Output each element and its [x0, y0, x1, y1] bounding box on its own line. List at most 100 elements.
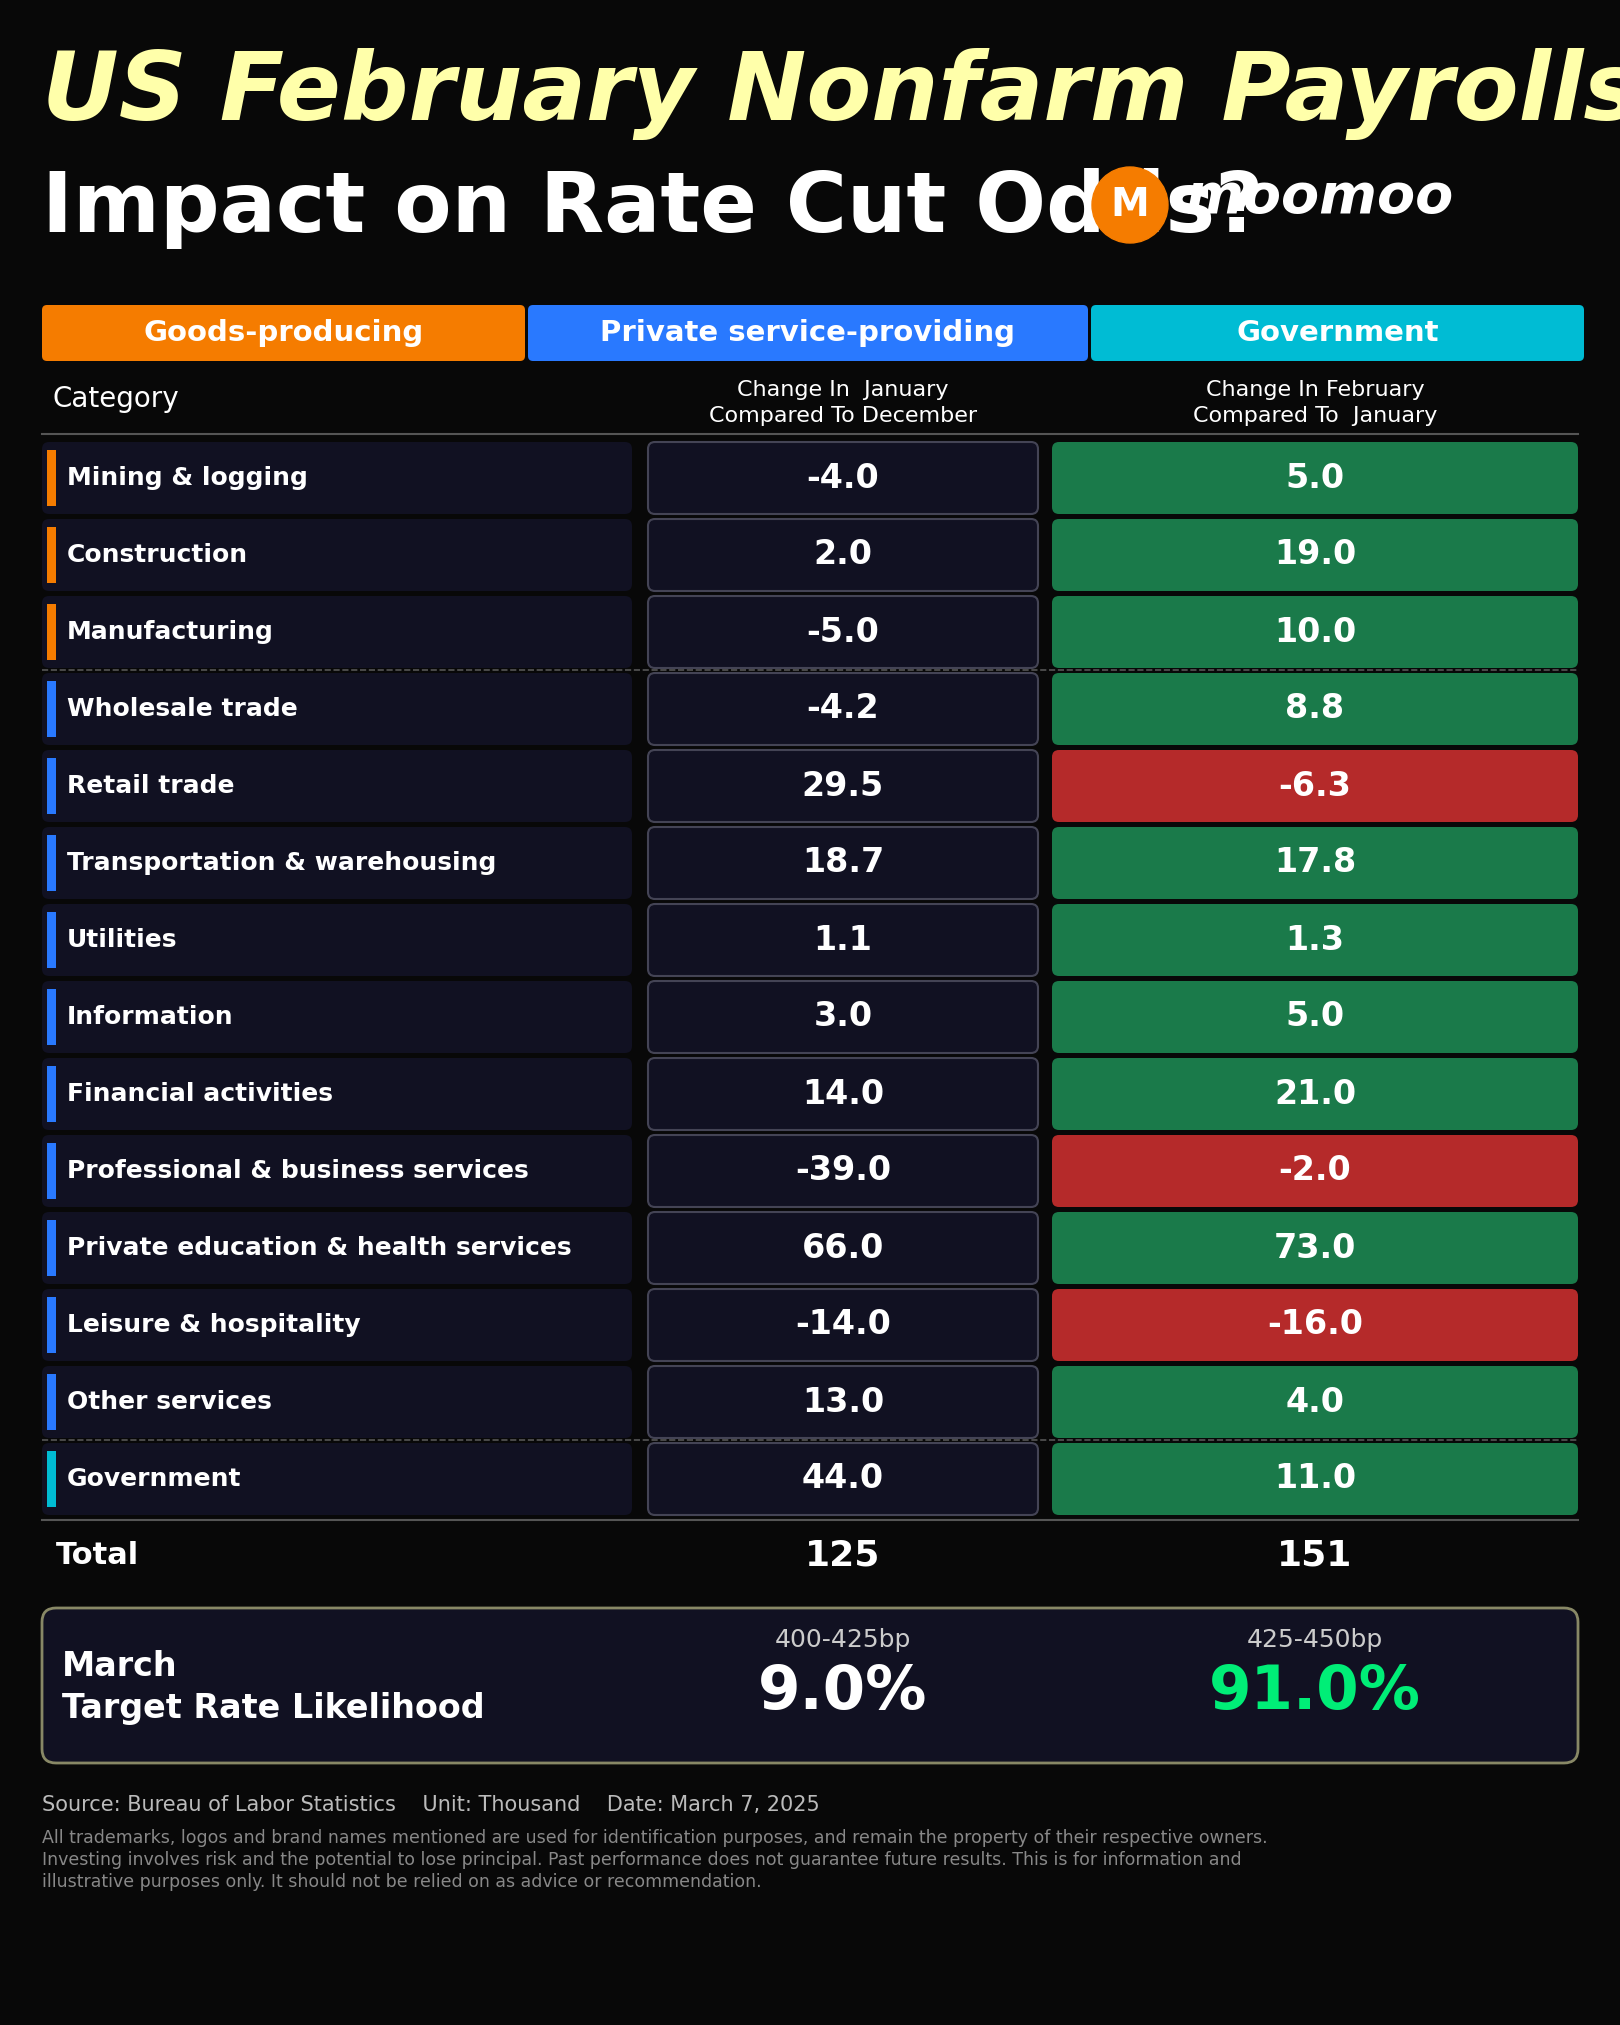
Text: Professional & business services: Professional & business services — [66, 1158, 528, 1183]
Text: 3.0: 3.0 — [813, 1000, 873, 1033]
Text: Goods-producing: Goods-producing — [144, 320, 423, 346]
Text: Transportation & warehousing: Transportation & warehousing — [66, 850, 496, 875]
Text: Wholesale trade: Wholesale trade — [66, 697, 298, 721]
Bar — [47, 757, 57, 814]
FancyBboxPatch shape — [648, 1444, 1038, 1515]
Text: 1.3: 1.3 — [1286, 923, 1345, 956]
Text: 66.0: 66.0 — [802, 1231, 885, 1264]
Text: moomoo: moomoo — [1184, 170, 1453, 225]
Text: 10.0: 10.0 — [1273, 616, 1356, 648]
Bar — [47, 526, 57, 583]
FancyBboxPatch shape — [42, 1057, 632, 1130]
Bar — [47, 1375, 57, 1430]
Bar — [47, 1219, 57, 1276]
FancyBboxPatch shape — [1051, 980, 1578, 1053]
Text: -14.0: -14.0 — [795, 1308, 891, 1341]
Bar — [47, 1296, 57, 1353]
FancyBboxPatch shape — [648, 980, 1038, 1053]
FancyBboxPatch shape — [648, 518, 1038, 591]
Text: -16.0: -16.0 — [1267, 1308, 1362, 1341]
Text: US February Nonfarm Payrolls:: US February Nonfarm Payrolls: — [42, 49, 1620, 140]
FancyBboxPatch shape — [42, 826, 632, 899]
FancyBboxPatch shape — [1051, 1057, 1578, 1130]
Text: -2.0: -2.0 — [1278, 1154, 1351, 1187]
FancyBboxPatch shape — [648, 1057, 1038, 1130]
Bar — [47, 680, 57, 737]
Bar — [47, 526, 57, 583]
FancyBboxPatch shape — [42, 1213, 632, 1284]
FancyBboxPatch shape — [42, 518, 632, 591]
FancyBboxPatch shape — [648, 441, 1038, 514]
Text: Government: Government — [66, 1466, 241, 1490]
Bar — [47, 911, 57, 968]
Bar — [47, 988, 57, 1045]
FancyBboxPatch shape — [42, 672, 632, 745]
FancyBboxPatch shape — [1051, 903, 1578, 976]
FancyBboxPatch shape — [42, 1367, 632, 1438]
FancyBboxPatch shape — [1051, 826, 1578, 899]
Text: -4.0: -4.0 — [807, 462, 880, 494]
FancyBboxPatch shape — [648, 595, 1038, 668]
Text: -5.0: -5.0 — [807, 616, 880, 648]
Bar — [47, 911, 57, 968]
Text: 91.0%: 91.0% — [1209, 1663, 1421, 1721]
Bar — [47, 603, 57, 660]
Text: Construction: Construction — [66, 543, 248, 567]
Bar — [47, 450, 57, 506]
Text: Category: Category — [52, 385, 178, 413]
FancyBboxPatch shape — [42, 903, 632, 976]
FancyBboxPatch shape — [42, 1134, 632, 1207]
FancyBboxPatch shape — [1051, 518, 1578, 591]
Text: Utilities: Utilities — [66, 927, 178, 952]
Text: 400-425bp: 400-425bp — [774, 1628, 910, 1652]
Text: 19.0: 19.0 — [1273, 539, 1356, 571]
FancyBboxPatch shape — [42, 1290, 632, 1361]
Bar — [47, 1142, 57, 1199]
Bar — [47, 834, 57, 891]
Bar — [47, 1065, 57, 1122]
FancyBboxPatch shape — [1090, 306, 1584, 360]
Bar — [47, 1452, 57, 1507]
Text: March: March — [62, 1650, 178, 1683]
Text: Change In February
Compared To  January: Change In February Compared To January — [1192, 381, 1437, 427]
Bar — [47, 680, 57, 737]
Bar — [47, 450, 57, 506]
FancyBboxPatch shape — [648, 826, 1038, 899]
FancyBboxPatch shape — [1051, 1213, 1578, 1284]
Text: Investing involves risk and the potential to lose principal. Past performance do: Investing involves risk and the potentia… — [42, 1851, 1241, 1869]
Bar — [47, 1065, 57, 1122]
Text: 5.0: 5.0 — [1285, 462, 1345, 494]
FancyBboxPatch shape — [1051, 1367, 1578, 1438]
Text: Leisure & hospitality: Leisure & hospitality — [66, 1312, 361, 1336]
FancyBboxPatch shape — [1051, 1290, 1578, 1361]
Text: Information: Information — [66, 1004, 233, 1029]
FancyBboxPatch shape — [42, 595, 632, 668]
FancyBboxPatch shape — [1051, 1444, 1578, 1515]
Text: Manufacturing: Manufacturing — [66, 620, 274, 644]
Text: 44.0: 44.0 — [802, 1462, 885, 1496]
FancyBboxPatch shape — [1051, 441, 1578, 514]
FancyBboxPatch shape — [648, 1213, 1038, 1284]
Bar — [47, 1219, 57, 1276]
Text: 14.0: 14.0 — [802, 1077, 885, 1110]
Text: illustrative purposes only. It should not be relied on as advice or recommendati: illustrative purposes only. It should no… — [42, 1873, 761, 1891]
FancyBboxPatch shape — [42, 1608, 1578, 1764]
FancyBboxPatch shape — [1051, 749, 1578, 822]
FancyBboxPatch shape — [648, 1367, 1038, 1438]
FancyBboxPatch shape — [528, 306, 1089, 360]
FancyBboxPatch shape — [1051, 1134, 1578, 1207]
FancyBboxPatch shape — [1051, 672, 1578, 745]
Text: -6.3: -6.3 — [1278, 770, 1351, 802]
Bar — [47, 603, 57, 660]
Text: Change In  January
Compared To December: Change In January Compared To December — [710, 381, 977, 427]
FancyBboxPatch shape — [648, 672, 1038, 745]
FancyBboxPatch shape — [648, 749, 1038, 822]
Text: 18.7: 18.7 — [802, 846, 885, 879]
FancyBboxPatch shape — [42, 749, 632, 822]
Text: 73.0: 73.0 — [1273, 1231, 1356, 1264]
Text: M: M — [1111, 186, 1149, 225]
Text: Mining & logging: Mining & logging — [66, 466, 308, 490]
Text: Private education & health services: Private education & health services — [66, 1235, 572, 1260]
Text: Impact on Rate Cut Odds?: Impact on Rate Cut Odds? — [42, 168, 1264, 249]
Text: Source: Bureau of Labor Statistics    Unit: Thousand    Date: March 7, 2025: Source: Bureau of Labor Statistics Unit:… — [42, 1794, 820, 1814]
